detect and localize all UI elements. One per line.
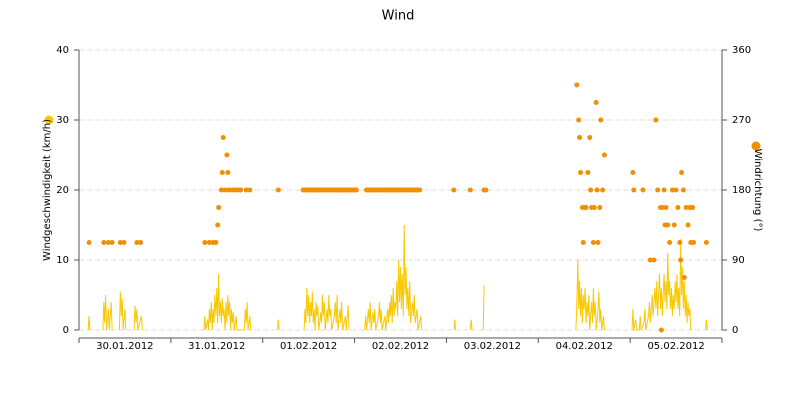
direction-dot: [215, 222, 221, 228]
direction-dot: [659, 205, 665, 210]
x-tick-label: 31.01.2012: [188, 341, 245, 352]
direction-dot: [669, 187, 675, 193]
direction-dot: [598, 117, 604, 123]
y-tick-label: 10: [56, 255, 69, 266]
direction-dot: [243, 187, 249, 193]
direction-dot: [138, 240, 144, 245]
direction-dot: [663, 205, 669, 210]
direction-dot: [585, 170, 591, 175]
x-tick-label: 02.02.2012: [372, 341, 429, 352]
direction-dot: [675, 205, 681, 210]
direction-dot: [588, 187, 594, 193]
direction-dot: [601, 152, 607, 158]
direction-dot: [109, 240, 115, 245]
direction-dot: [679, 170, 685, 175]
direction-dot: [685, 222, 691, 228]
direction-dot: [216, 205, 222, 210]
direction-dot: [677, 240, 683, 245]
y-tick-label: 30: [56, 115, 69, 126]
y2-tick-label: 270: [732, 115, 751, 126]
direction-dot: [594, 187, 600, 193]
direction-dot: [655, 187, 661, 193]
direction-dot: [597, 205, 603, 210]
direction-dot: [578, 170, 584, 175]
direction-dot: [220, 135, 226, 140]
direction-dot: [591, 205, 597, 210]
x-tick-label: 03.02.2012: [464, 341, 521, 352]
direction-dot: [225, 170, 231, 175]
direction-dot: [665, 222, 671, 228]
direction-dot: [417, 187, 423, 193]
direction-dot: [247, 187, 253, 193]
direction-dot: [661, 187, 667, 193]
direction-dot: [206, 240, 212, 245]
direction-dot: [640, 187, 646, 193]
direction-dot: [595, 240, 601, 245]
direction-dot: [86, 240, 92, 245]
x-tick-label: 04.02.2012: [556, 341, 613, 352]
direction-dot: [483, 187, 489, 193]
direction-dot: [202, 240, 208, 245]
direction-dot: [667, 240, 673, 245]
direction-dot: [451, 187, 457, 193]
direction-dot: [101, 240, 107, 245]
direction-dot: [590, 240, 596, 245]
direction-dot: [691, 240, 697, 245]
direction-dot: [275, 187, 281, 193]
direction-dot: [681, 275, 687, 280]
direction-dot: [218, 187, 224, 193]
direction-dot: [583, 205, 589, 210]
direction-dot: [647, 257, 653, 263]
y2-tick-label: 90: [732, 255, 745, 266]
direction-dot: [600, 187, 606, 193]
direction-dot: [577, 135, 583, 140]
direction-dot: [690, 205, 696, 210]
x-tick-label: 05.02.2012: [647, 341, 704, 352]
y-axis-title: Windgeschwindigkeit (km/h): [42, 119, 53, 261]
x-tick-label: 30.01.2012: [96, 341, 153, 352]
direction-dot: [117, 240, 123, 245]
direction-dot: [121, 240, 127, 245]
direction-dot: [587, 135, 593, 140]
direction-dot: [673, 187, 679, 193]
direction-dot: [222, 187, 228, 193]
direction-dot: [703, 240, 709, 245]
direction-dot: [238, 187, 244, 193]
direction-dot: [219, 170, 225, 175]
y-tick-label: 20: [56, 185, 69, 196]
direction-dot: [105, 240, 111, 245]
direction-dot: [658, 327, 664, 333]
direction-dot: [680, 187, 686, 193]
direction-dot: [353, 187, 359, 193]
direction-dot: [630, 170, 636, 175]
y2-tick-label: 0: [732, 325, 738, 336]
direction-dot: [678, 257, 684, 263]
direction-dot: [683, 205, 689, 210]
direction-dot: [134, 240, 140, 245]
direction-dot: [631, 187, 637, 193]
direction-dot: [576, 117, 582, 123]
chart-title: Wind: [382, 9, 415, 24]
direction-dot: [653, 117, 659, 123]
direction-dot: [593, 100, 599, 105]
legend-marker: [44, 115, 54, 125]
y-tick-label: 40: [56, 45, 69, 56]
direction-dot: [671, 222, 677, 228]
direction-dot: [580, 240, 586, 245]
y2-tick-label: 180: [732, 185, 751, 196]
direction-dot: [224, 152, 230, 158]
x-tick-label: 01.02.2012: [280, 341, 337, 352]
direction-dot: [651, 257, 657, 263]
direction-dot: [467, 187, 473, 193]
direction-dot: [213, 240, 219, 245]
y2-axis-title: Windrichtung (°): [752, 149, 763, 232]
y-tick-label: 0: [63, 325, 69, 336]
direction-dot: [574, 82, 580, 88]
direction-dot: [226, 187, 232, 193]
legend-marker: [751, 141, 761, 151]
y2-tick-label: 360: [732, 45, 751, 56]
speed-line: [87, 224, 708, 331]
